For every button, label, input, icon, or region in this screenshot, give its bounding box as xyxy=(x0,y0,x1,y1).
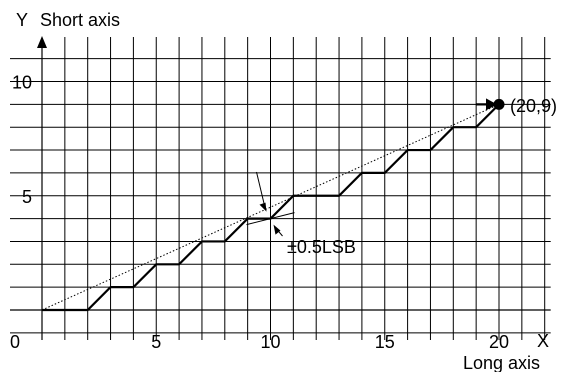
annotations xyxy=(246,98,505,237)
y-axis-arrowhead xyxy=(37,36,47,48)
x-axis-letter: X xyxy=(537,331,549,351)
x-tick-label: 20 xyxy=(489,332,509,352)
staircase-line xyxy=(42,103,502,312)
y-tick-label: 5 xyxy=(22,187,32,207)
x-axis-title: Long axis xyxy=(463,353,540,372)
y-axis-title: Short axis xyxy=(40,10,120,30)
origin-label: 0 xyxy=(10,332,20,352)
x-tick-label: 15 xyxy=(375,332,395,352)
tolerance-lower-arrowhead xyxy=(273,224,281,235)
ideal-dotted-line xyxy=(41,103,500,311)
axes: 5 10 15 20 5 10 xyxy=(10,36,551,352)
y-axis-letter: Y xyxy=(16,10,28,30)
grid xyxy=(10,37,551,340)
staircase-path xyxy=(42,103,502,312)
endpoint-dot xyxy=(493,98,505,110)
tolerance-crossbar xyxy=(246,212,295,226)
tolerance-upper-arrowhead xyxy=(259,202,267,212)
x-tick-label: 10 xyxy=(260,332,280,352)
x-tick-label: 5 xyxy=(151,332,161,352)
y-tick-label: 10 xyxy=(12,73,32,93)
endpoint-label: (20,9) xyxy=(510,96,557,116)
tolerance-label: ±0.5LSB xyxy=(287,237,356,257)
ideal-line xyxy=(41,103,500,311)
endpoint-arrowhead xyxy=(486,98,497,111)
